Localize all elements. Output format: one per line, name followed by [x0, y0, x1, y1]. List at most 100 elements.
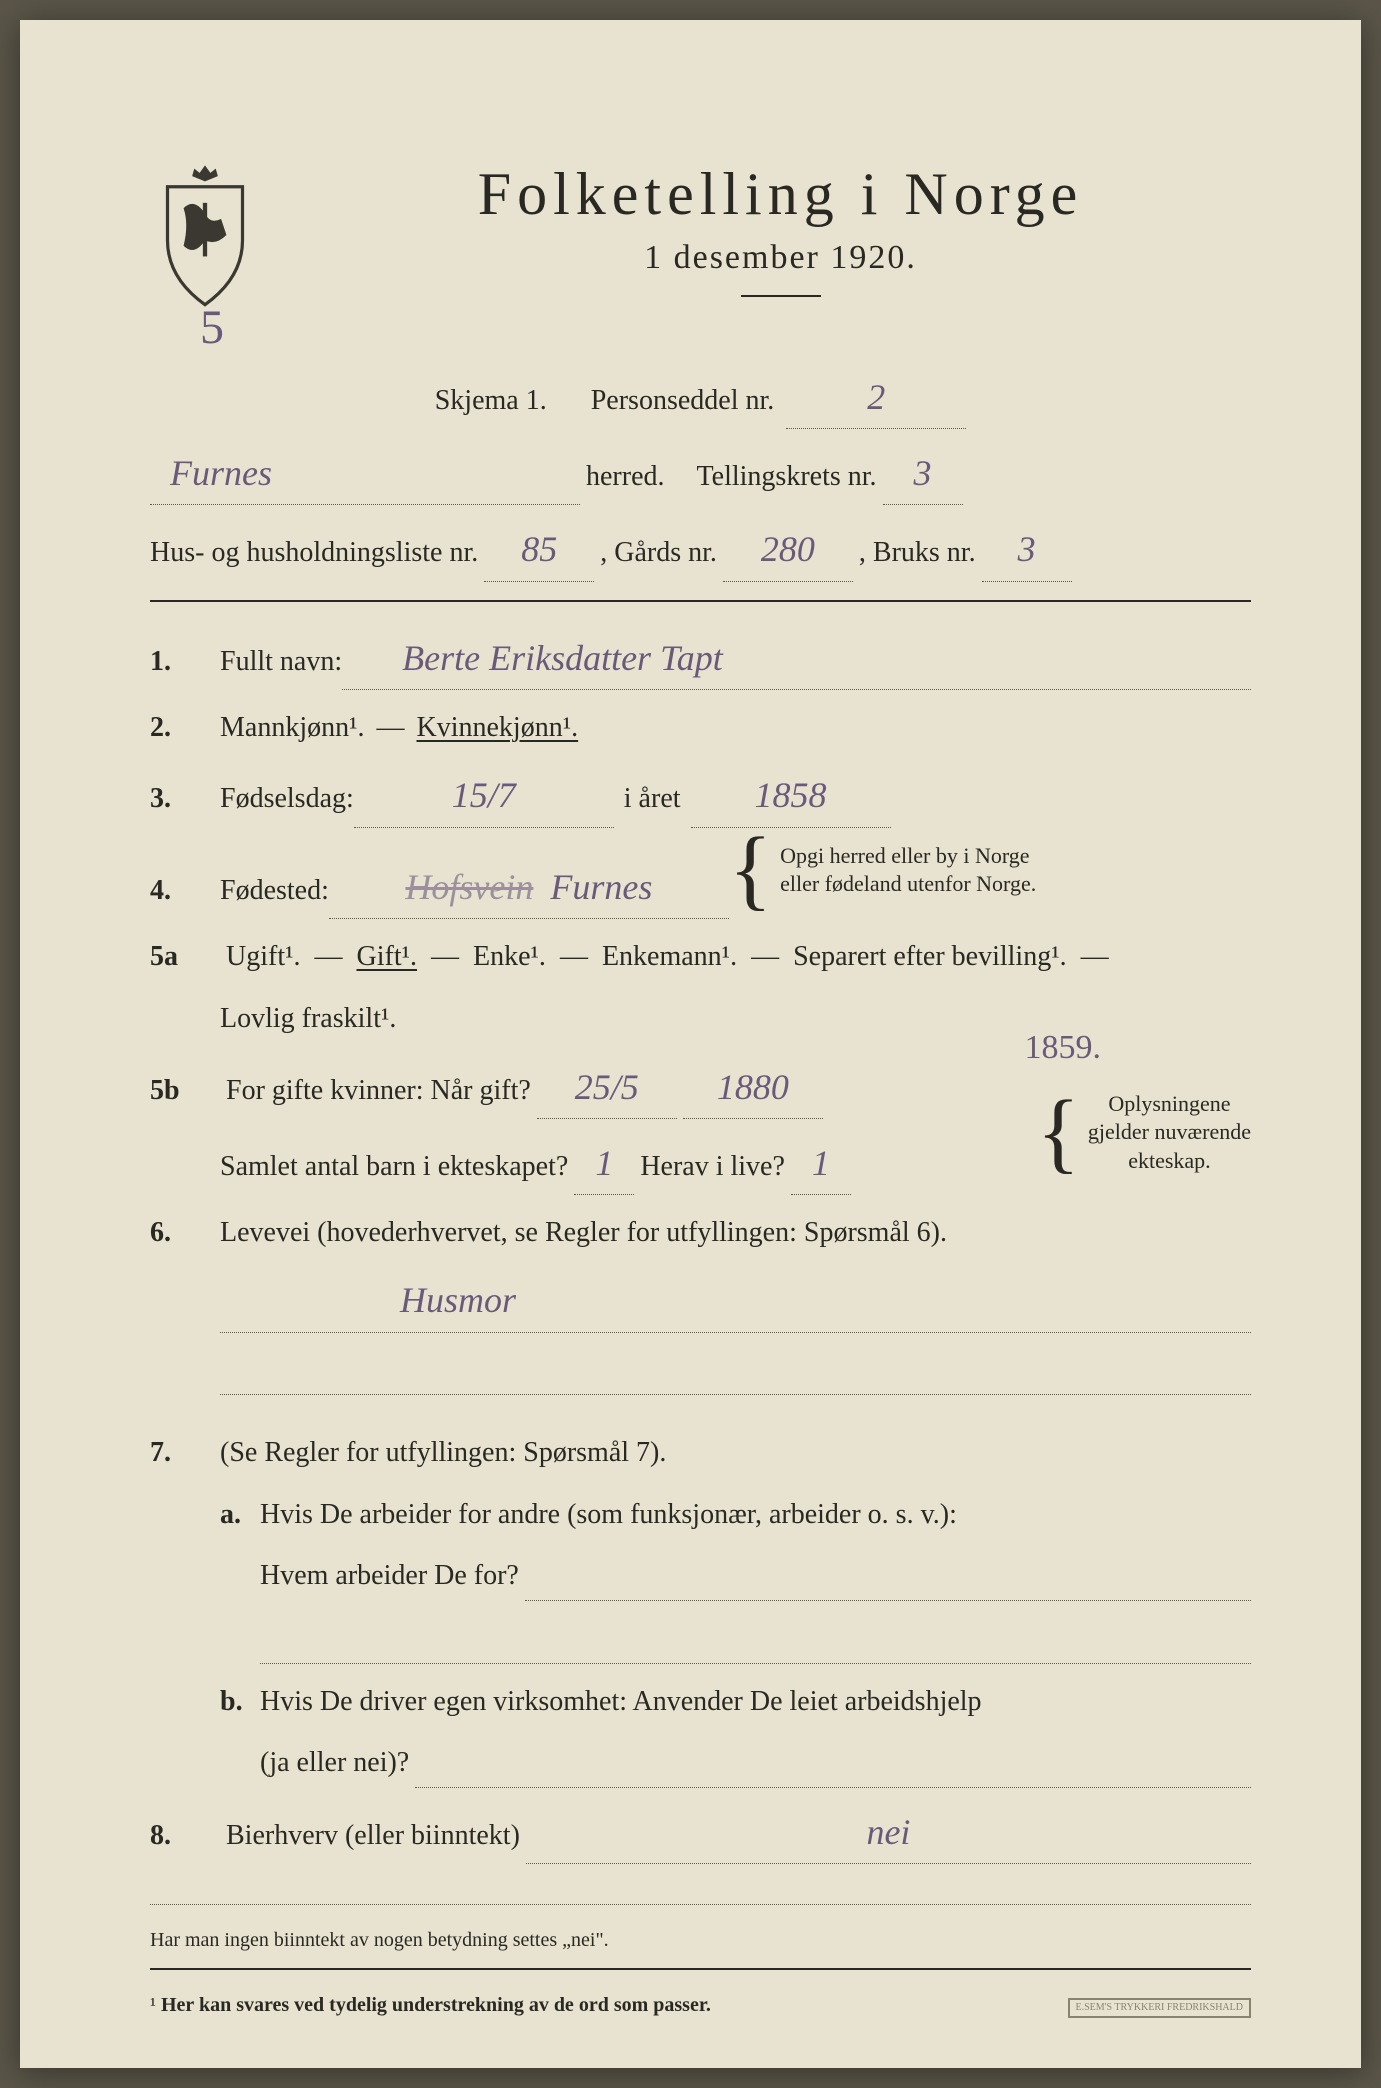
q4-note: Opgi herred eller by i Norge eller fødel… — [780, 842, 1036, 899]
footnote-2-marker: ¹ — [150, 1994, 156, 2016]
q4-value-wrap: Hofsvein Furnes — [329, 857, 729, 919]
form-title: Folketelling i Norge — [310, 160, 1251, 229]
q5a-num: 5a — [150, 933, 220, 981]
q5b-side3: ekteskap. — [1128, 1148, 1210, 1173]
field-person-nr: 2 — [786, 367, 966, 429]
q5b-side-note: Oplysningene gjelder nuværende ekteskap. — [1088, 1090, 1251, 1176]
line-herred: Furnes herred. Tellingskrets nr. 3 — [150, 443, 1251, 505]
q1-label: Fullt navn: — [220, 638, 342, 686]
section-divider — [150, 600, 1251, 602]
q5a-opt4: Enkemann¹. — [602, 933, 737, 981]
q2-opt2-selected: Kvinnekjønn¹. — [417, 704, 579, 752]
handwritten-top-mark: 5 — [200, 300, 224, 355]
q4-row: 4. Fødested: Hofsvein Furnes { Opgi herr… — [150, 842, 1251, 920]
q6-num: 6. — [150, 1209, 220, 1257]
q8-value: nei — [526, 1802, 1251, 1864]
label-gard: , Gårds nr. — [600, 529, 717, 577]
title-block: Folketelling i Norge 1 desember 1920. — [310, 160, 1251, 327]
q2-row: 2. Mannkjønn¹. — Kvinnekjønn¹. — [150, 704, 1251, 752]
q6-value-row: Husmor — [150, 1270, 1251, 1332]
label-husliste: Hus- og husholdningsliste nr. — [150, 529, 478, 577]
q2-num: 2. — [150, 704, 220, 752]
label-tellingskrets: Tellingskrets nr. — [697, 453, 877, 501]
q8-row: 8. Bierhverv (eller biinntekt) nei — [150, 1802, 1251, 1864]
q5a-opt2-selected: Gift¹. — [357, 933, 418, 981]
form-subtitle: 1 desember 1920. — [310, 239, 1251, 277]
q7b-line2: (ja eller nei)? — [260, 1739, 409, 1787]
q7b-num: b. — [220, 1678, 260, 1726]
q5b-label1: For gifte kvinner: Når gift? — [226, 1067, 531, 1115]
label-herred: herred. — [586, 453, 665, 501]
q5b-annotation: 1859. — [1025, 1029, 1102, 1067]
line-skjema: Skjema 1. Personseddel nr. 2 — [150, 367, 1251, 429]
q7-num: 7. — [150, 1429, 220, 1477]
coat-of-arms-icon — [150, 160, 260, 310]
q7a-line2: Hvem arbeider De for? — [260, 1552, 519, 1600]
q5b-row1: 5b For gifte kvinner: Når gift? 25/5 188… — [150, 1057, 1027, 1119]
q7a-line1: Hvis De arbeider for andre (som funksjon… — [260, 1491, 957, 1539]
q4-num: 4. — [150, 867, 220, 915]
q5b-label2: Samlet antal barn i ekteskapet? — [220, 1143, 568, 1191]
q7a-blank — [525, 1552, 1251, 1601]
q8-label: Bierhverv (eller biinntekt) — [226, 1812, 520, 1860]
q3-day: 15/7 — [354, 765, 614, 827]
printer-stamp: E.SEM'S TRYKKERI FREDRIKSHALD — [1068, 1998, 1251, 2018]
footnote-1: Har man ingen biinntekt av nogen betydni… — [150, 1929, 1251, 1952]
q4-label: Fødested: — [220, 867, 329, 915]
q4-struck: Hofsvein — [405, 867, 533, 907]
field-gard-nr: 280 — [723, 519, 853, 581]
q5a-row1: 5a Ugift¹. — Gift¹. — Enke¹. — Enkemann¹… — [150, 933, 1251, 981]
q5b-side1: Oplysningene — [1108, 1091, 1230, 1116]
brace-icon: { — [729, 843, 772, 897]
label-personseddel: Personseddel nr. — [591, 377, 775, 425]
field-bruk-nr: 3 — [982, 519, 1072, 581]
q3-label: Fødselsdag: — [220, 775, 354, 823]
q5b-block: 1859. 5b For gifte kvinner: Når gift? 25… — [150, 1057, 1251, 1209]
q7a-row1: a. Hvis De arbeider for andre (som funks… — [150, 1491, 1251, 1539]
q6-value: Husmor — [220, 1270, 1251, 1332]
label-bruk: , Bruks nr. — [859, 529, 976, 577]
q1-num: 1. — [150, 638, 220, 686]
q5b-row2: Samlet antal barn i ekteskapet? 1 Herav … — [150, 1133, 1027, 1195]
form-body: Skjema 1. Personseddel nr. 2 Furnes herr… — [150, 367, 1251, 2017]
q6-row: 6. Levevei (hovederhvervet, se Regler fo… — [150, 1209, 1251, 1257]
footer-divider — [150, 1904, 1251, 1905]
q5a-opt3: Enke¹. — [473, 933, 546, 981]
field-hus-nr: 85 — [484, 519, 594, 581]
brace-icon: { — [1037, 1106, 1080, 1160]
q8-num: 8. — [150, 1812, 220, 1860]
q7a-blank2 — [260, 1615, 1251, 1664]
q3-num: 3. — [150, 775, 220, 823]
q7b-blank — [415, 1739, 1251, 1788]
q7-row: 7. (Se Regler for utfyllingen: Spørsmål … — [150, 1429, 1251, 1477]
q7b-line1: Hvis De driver egen virksomhet: Anvender… — [260, 1678, 982, 1726]
footer-divider-2 — [150, 1968, 1251, 1970]
q5b-side-note-wrap: { Oplysningene gjelder nuværende ekteska… — [1037, 1057, 1251, 1209]
q3-mid: i året — [614, 775, 691, 823]
q5b-side2: gjelder nuværende — [1088, 1119, 1251, 1144]
q5a-opt5: Separert efter bevilling¹. — [793, 933, 1067, 981]
q2-dash: — — [365, 704, 417, 752]
q1-row: 1. Fullt navn: Berte Eriksdatter Tapt — [150, 628, 1251, 690]
q5b-num: 5b — [150, 1067, 220, 1115]
q4-value: Furnes — [540, 867, 652, 907]
field-herred: Furnes — [150, 443, 580, 505]
q5b-label3: Herav i live? — [640, 1143, 785, 1191]
census-form-page: 5 Folketelling i Norge 1 desember 1920. … — [20, 20, 1361, 2068]
q3-year: 1858 — [691, 765, 891, 827]
q4-note-line1: Opgi herred eller by i Norge — [780, 843, 1029, 868]
q7a-num: a. — [220, 1491, 260, 1539]
q7a-blank-row — [150, 1615, 1251, 1664]
q5b-barn-total: 1 — [574, 1133, 634, 1195]
q4-note-line2: eller fødeland utenfor Norge. — [780, 871, 1036, 896]
q7b-row1: b. Hvis De driver egen virksomhet: Anven… — [150, 1678, 1251, 1726]
title-divider — [741, 295, 821, 297]
line-hus: Hus- og husholdningsliste nr. 85 , Gårds… — [150, 519, 1251, 581]
q5a-opt6: Lovlig fraskilt¹. — [220, 995, 396, 1043]
q5a-opt1: Ugift¹. — [226, 933, 301, 981]
q6-blank — [220, 1347, 1251, 1396]
footnote-2-text: Her kan svares ved tydelig understreknin… — [161, 1994, 711, 2016]
q7b-row2: (ja eller nei)? — [150, 1739, 1251, 1788]
q5b-gift-aar: 1880 — [683, 1057, 823, 1119]
q2-opt1: Mannkjønn¹. — [220, 704, 365, 752]
